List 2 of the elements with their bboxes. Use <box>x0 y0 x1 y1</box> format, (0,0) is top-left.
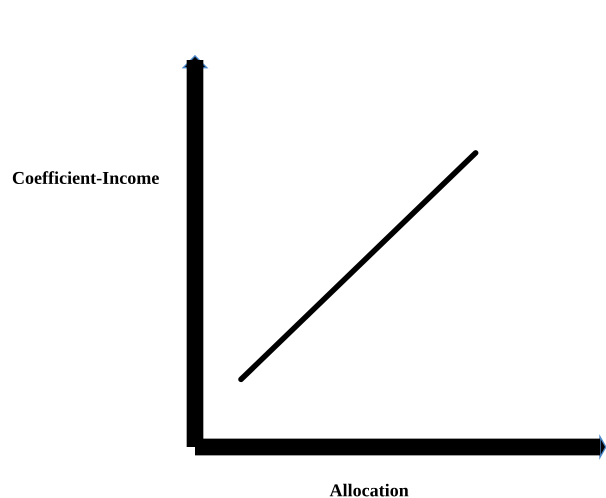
y-axis-title: Coefficient-Income <box>12 171 159 184</box>
x-axis-title: Allocation <box>330 484 408 496</box>
